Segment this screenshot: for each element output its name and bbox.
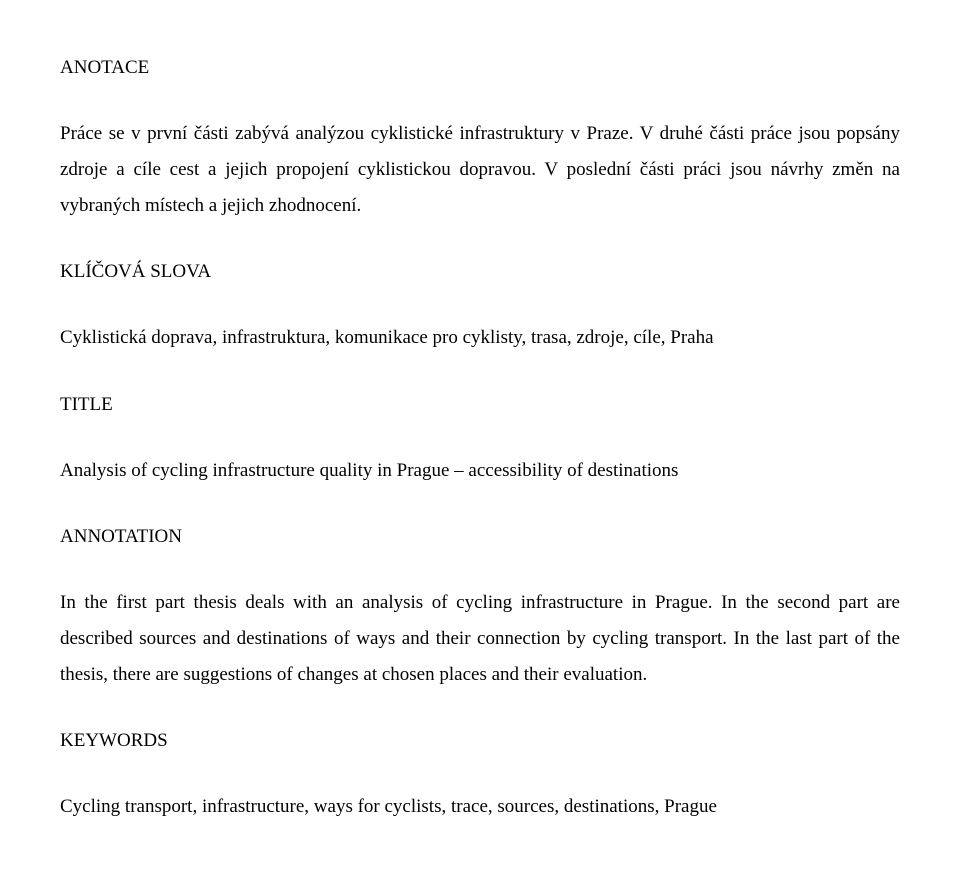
anotace-heading: ANOTACE	[60, 50, 900, 86]
keywords-paragraph: Cycling transport, infrastructure, ways …	[60, 789, 900, 825]
annotation-heading: ANNOTATION	[60, 519, 900, 555]
anotace-paragraph: Práce se v první části zabývá analýzou c…	[60, 116, 900, 224]
title-heading: TITLE	[60, 387, 900, 423]
annotation-paragraph: In the first part thesis deals with an a…	[60, 585, 900, 693]
klicova-slova-heading: KLÍČOVÁ SLOVA	[60, 254, 900, 290]
keywords-heading: KEYWORDS	[60, 723, 900, 759]
title-paragraph: Analysis of cycling infrastructure quali…	[60, 453, 900, 489]
klicova-slova-paragraph: Cyklistická doprava, infrastruktura, kom…	[60, 320, 900, 356]
